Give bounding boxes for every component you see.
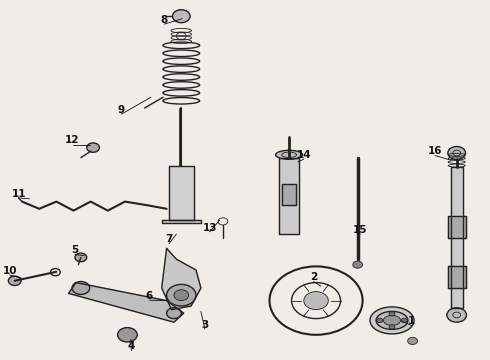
Circle shape: [304, 292, 328, 310]
Circle shape: [172, 10, 190, 23]
Ellipse shape: [275, 150, 303, 159]
Text: 6: 6: [146, 291, 153, 301]
Text: 7: 7: [165, 234, 173, 244]
Circle shape: [389, 325, 395, 329]
Polygon shape: [69, 283, 184, 322]
Polygon shape: [162, 248, 201, 310]
Circle shape: [167, 308, 181, 319]
Circle shape: [401, 318, 407, 323]
Circle shape: [377, 318, 383, 323]
Circle shape: [8, 276, 21, 285]
Polygon shape: [169, 166, 194, 220]
Text: 1: 1: [408, 316, 415, 326]
Text: 10: 10: [2, 266, 17, 276]
Text: 2: 2: [310, 272, 317, 282]
Circle shape: [174, 290, 189, 301]
Ellipse shape: [376, 311, 408, 329]
Text: 8: 8: [161, 15, 168, 25]
Circle shape: [389, 312, 395, 316]
Circle shape: [353, 261, 363, 268]
Circle shape: [167, 284, 196, 306]
Circle shape: [448, 147, 466, 159]
Polygon shape: [448, 216, 466, 238]
Text: 4: 4: [127, 341, 135, 351]
Circle shape: [408, 337, 417, 345]
Text: 15: 15: [353, 225, 368, 235]
Polygon shape: [451, 167, 463, 308]
Text: 9: 9: [118, 105, 125, 115]
Text: 16: 16: [428, 146, 442, 156]
Polygon shape: [162, 220, 201, 223]
Circle shape: [72, 282, 90, 294]
Text: 12: 12: [65, 135, 80, 145]
Circle shape: [87, 143, 99, 152]
Text: 11: 11: [11, 189, 26, 199]
Circle shape: [75, 253, 87, 262]
Ellipse shape: [370, 307, 414, 334]
Text: 5: 5: [72, 245, 78, 255]
Ellipse shape: [384, 315, 401, 325]
Polygon shape: [448, 266, 466, 288]
Polygon shape: [279, 158, 299, 234]
Circle shape: [118, 328, 137, 342]
Text: 3: 3: [201, 320, 208, 330]
Text: 14: 14: [296, 150, 311, 160]
Circle shape: [447, 308, 466, 322]
Polygon shape: [282, 184, 296, 205]
Text: 13: 13: [202, 222, 217, 233]
